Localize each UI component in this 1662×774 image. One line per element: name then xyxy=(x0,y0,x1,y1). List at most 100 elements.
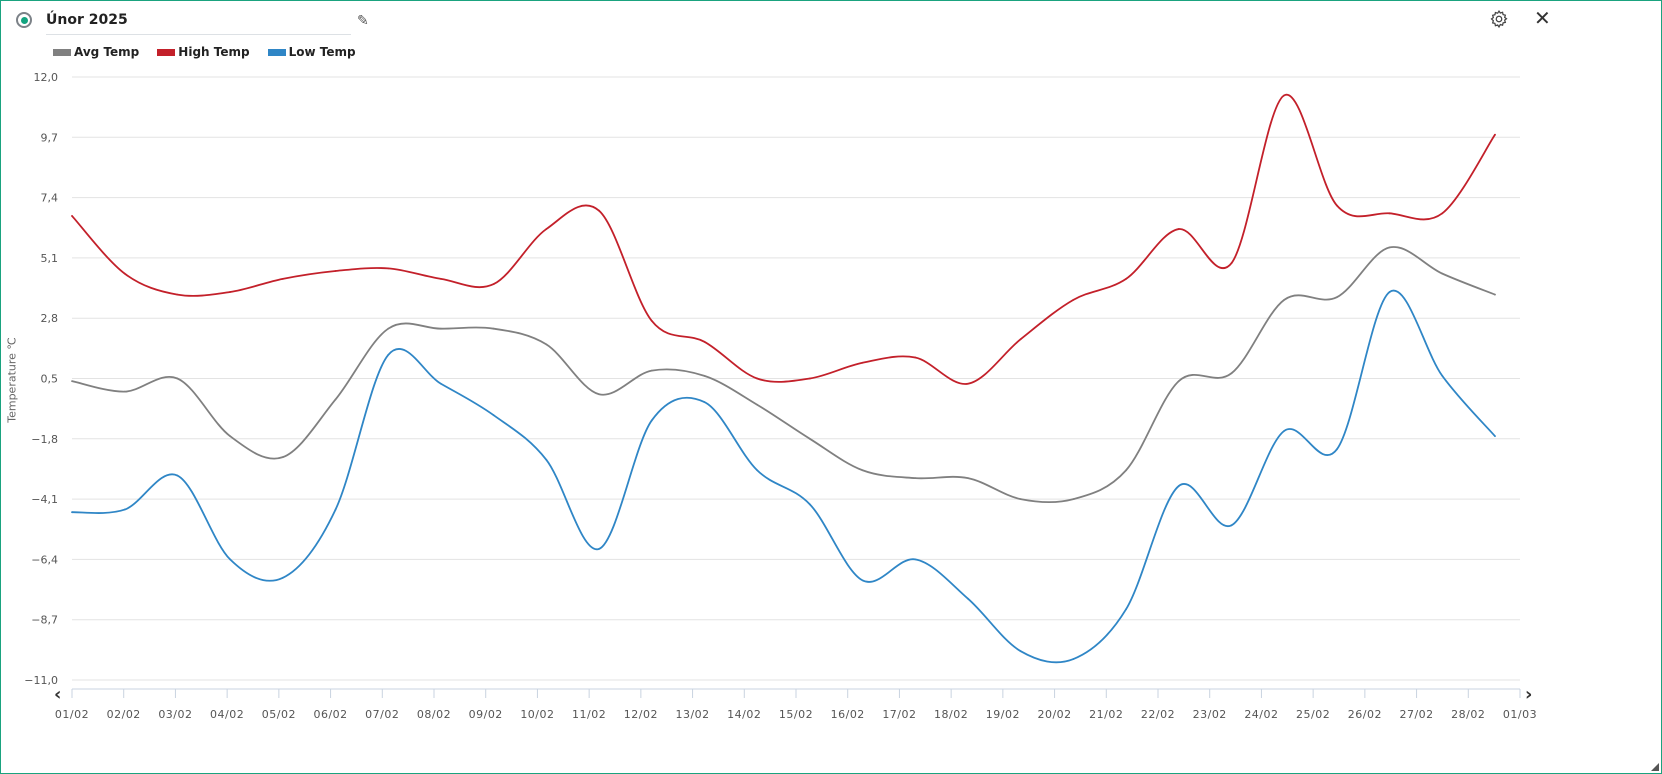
data-point xyxy=(808,503,811,506)
scroll-right-button[interactable]: › xyxy=(1525,684,1533,705)
data-point xyxy=(598,209,600,212)
data-point xyxy=(650,419,653,422)
data-point xyxy=(1335,296,1338,299)
x-tick-label: 14/02 xyxy=(727,708,761,721)
x-tick-label: 09/02 xyxy=(469,708,503,721)
x-tick-label: 27/02 xyxy=(1399,708,1433,721)
data-point xyxy=(598,393,600,396)
data-point xyxy=(1494,435,1496,438)
x-tick-label: 24/02 xyxy=(1244,708,1278,721)
data-point xyxy=(1283,94,1286,97)
data-point xyxy=(123,508,126,511)
pencil-icon[interactable]: ✎ xyxy=(357,13,369,29)
x-tick-label: 19/02 xyxy=(986,708,1020,721)
data-point xyxy=(176,293,179,296)
gear-icon[interactable] xyxy=(1489,9,1509,29)
x-tick-label: 17/02 xyxy=(882,708,916,721)
status-radio-icon[interactable] xyxy=(16,12,32,28)
x-tick-label: 16/02 xyxy=(831,708,865,721)
y-tick-label: 12,0 xyxy=(34,71,59,84)
data-point xyxy=(229,435,232,438)
data-point xyxy=(967,382,969,385)
data-point xyxy=(914,558,917,561)
data-point xyxy=(861,579,864,582)
data-point xyxy=(756,469,759,472)
data-point xyxy=(1072,298,1075,301)
data-point xyxy=(967,597,969,600)
data-point xyxy=(914,477,917,480)
data-point xyxy=(1072,658,1075,660)
data-point xyxy=(1125,469,1127,472)
x-tick-label: 15/02 xyxy=(779,708,813,721)
data-point xyxy=(387,327,390,330)
data-point xyxy=(281,576,284,579)
data-point xyxy=(1335,204,1338,207)
x-tick-label: 20/02 xyxy=(1037,708,1071,721)
x-tick-label: 22/02 xyxy=(1141,708,1175,721)
data-point xyxy=(1388,246,1391,249)
data-point xyxy=(71,215,73,217)
x-tick-label: 25/02 xyxy=(1296,708,1330,721)
legend-item-low-temp[interactable]: Low Temp xyxy=(267,45,356,59)
legend-label: Avg Temp xyxy=(74,45,140,59)
data-point xyxy=(123,390,126,393)
x-tick-label: 04/02 xyxy=(210,708,244,721)
data-point xyxy=(334,398,337,401)
data-point xyxy=(1230,524,1233,527)
x-tick-label: 23/02 xyxy=(1193,708,1227,721)
y-tick-label: −4,1 xyxy=(31,493,58,506)
data-point xyxy=(281,277,284,280)
legend-item-avg-temp[interactable]: Avg Temp xyxy=(53,45,139,59)
data-point xyxy=(756,403,759,406)
x-tick-label: 01/02 xyxy=(55,708,89,721)
data-point xyxy=(1230,262,1233,265)
data-point xyxy=(334,270,337,272)
y-tick-label: 5,1 xyxy=(41,252,59,265)
data-point xyxy=(1441,374,1444,377)
x-tick-label: 01/03 xyxy=(1503,708,1537,721)
data-point xyxy=(1177,228,1180,230)
data-point xyxy=(967,477,969,480)
data-point xyxy=(703,374,706,377)
y-tick-label: −11,0 xyxy=(24,674,58,687)
data-point xyxy=(1019,498,1022,500)
data-point xyxy=(229,558,232,561)
data-point xyxy=(650,369,653,372)
legend-swatch xyxy=(267,48,286,56)
data-point xyxy=(1177,380,1180,383)
x-tick-label: 28/02 xyxy=(1451,708,1485,721)
data-point xyxy=(440,277,442,280)
title-underline xyxy=(46,34,351,35)
data-point xyxy=(334,508,337,511)
y-tick-label: 7,4 xyxy=(41,192,59,205)
data-point xyxy=(861,361,864,364)
data-point xyxy=(703,340,706,343)
data-point xyxy=(1388,212,1391,215)
data-point xyxy=(71,511,73,514)
data-point xyxy=(1230,372,1233,375)
data-point xyxy=(1441,212,1444,215)
data-point xyxy=(387,354,390,356)
data-point xyxy=(545,458,548,461)
data-point xyxy=(176,474,179,477)
x-tick-label: 13/02 xyxy=(675,708,709,721)
resize-handle[interactable] xyxy=(1651,763,1659,771)
legend-item-high-temp[interactable]: High Temp xyxy=(157,45,250,59)
data-point xyxy=(1494,133,1496,136)
data-point xyxy=(281,456,284,459)
data-point xyxy=(492,283,495,286)
data-point xyxy=(71,380,73,383)
data-point xyxy=(756,377,759,380)
chart-title[interactable]: Únor 2025 xyxy=(46,12,128,28)
data-point xyxy=(808,437,811,440)
data-point xyxy=(229,291,232,293)
data-point xyxy=(1335,448,1338,451)
data-point xyxy=(387,267,390,270)
close-icon[interactable]: ✕ xyxy=(1534,6,1551,30)
scroll-left-button[interactable]: ‹ xyxy=(54,684,62,705)
data-point xyxy=(492,327,495,330)
series-line-avg-temp xyxy=(71,246,1496,504)
data-point xyxy=(123,272,126,275)
x-tick-label: 08/02 xyxy=(417,708,451,721)
data-point xyxy=(545,343,548,346)
